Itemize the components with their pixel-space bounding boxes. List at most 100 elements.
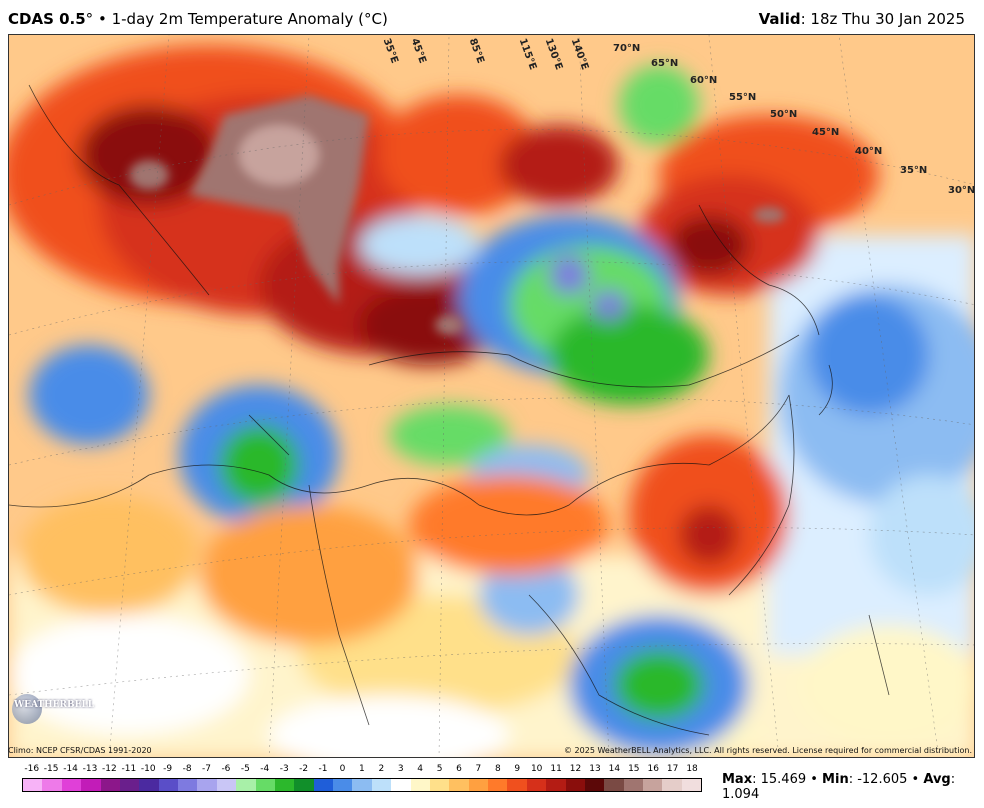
model-name: CDAS 0.5 (8, 10, 86, 28)
legend-swatch (139, 779, 159, 791)
legend-swatch (681, 779, 702, 791)
legend-tick-label: -1 (318, 764, 328, 774)
climo-note: Climo: NCEP CFSR/CDAS 1991-2020 (8, 746, 152, 755)
lat-label-70n: 70°N (613, 43, 641, 54)
legend-swatch (429, 779, 450, 791)
legend-swatch (333, 779, 353, 791)
legend-swatch (313, 779, 333, 791)
legend-swatch (565, 779, 585, 791)
legend-swatch (294, 779, 314, 791)
legend-swatch (488, 779, 508, 791)
legend-tick-label: 16 (647, 764, 659, 774)
legend-ticks: -16 -15 -14 -13 -12 -11 -10 -9 -8 -7 -6 -5 -4 -3 -2 -1 0… (22, 764, 702, 778)
legend-swatch (391, 779, 411, 791)
avg-value: : 1.094 (722, 772, 956, 802)
title-bullet: • (97, 10, 107, 28)
legend-tick-label: 13 (589, 764, 601, 774)
legend-swatch (468, 779, 488, 791)
anomaly-field (9, 35, 974, 757)
lat-label-30n: 30°N (948, 185, 975, 196)
degree-symbol: ° (85, 10, 94, 28)
legend-tick-label: 10 (530, 764, 543, 774)
legend-swatch (61, 779, 82, 791)
lat-label-40n: 40°N (855, 146, 883, 157)
legend-tick-label: 5 (436, 764, 443, 774)
anomaly-map: 70°N 65°N 60°N 55°N 50°N 45°N 40°N 35°N … (8, 34, 975, 758)
legend-tick-label: -5 (240, 764, 250, 774)
legend-swatch (526, 779, 547, 791)
legend-swatch (546, 779, 566, 791)
legend-swatch (119, 779, 140, 791)
field-stats: Max: 15.469 • Min: -12.605 • Avg: 1.094 (722, 772, 984, 802)
stats-sep-1: • (806, 772, 823, 787)
legend-tick-label: 0 (339, 764, 346, 774)
legend-swatch (604, 779, 624, 791)
legend-swatch (507, 779, 527, 791)
legend-swatch (42, 779, 62, 791)
legend-tick-label: -16 (24, 764, 40, 774)
legend-swatch (197, 779, 217, 791)
valid-value: : 18z Thu 30 Jan 2025 (800, 10, 965, 28)
legend-tick-label: 8 (494, 764, 501, 774)
legend-tick-label: -3 (279, 764, 289, 774)
avg-label: Avg (923, 772, 951, 787)
legend-tick-label: -10 (140, 764, 156, 774)
legend-tick-label: 6 (456, 764, 462, 774)
weatherbell-logo-icon (12, 694, 42, 724)
max-value: : 15.469 (752, 772, 807, 787)
legend-swatch (236, 779, 256, 791)
legend-tick-label: 9 (514, 764, 521, 774)
legend-swatch (643, 779, 663, 791)
lat-label-60n: 60°N (690, 75, 718, 86)
legend-tick-label: 15 (628, 764, 640, 774)
legend-tick-label: 7 (475, 764, 482, 774)
min-value: : -12.605 (848, 772, 908, 787)
legend-tick-label: 18 (686, 764, 698, 774)
lat-label-35n: 35°N (900, 165, 928, 176)
legend-tick-label: 4 (417, 764, 424, 774)
legend-tick-label: -6 (221, 764, 231, 774)
legend-swatch (623, 779, 643, 791)
max-label: Max (722, 772, 753, 787)
legend-swatch (371, 779, 392, 791)
legend-tick-label: -14 (63, 764, 78, 774)
legend-tick-label: 17 (666, 764, 679, 774)
legend-swatch (158, 779, 178, 791)
copyright-note: © 2025 WeatherBELL Analytics, LLC. All r… (564, 746, 972, 755)
legend-swatch (81, 779, 101, 791)
legend-tick-label: -7 (202, 764, 211, 774)
lat-label-50n: 50°N (770, 109, 798, 120)
legend-swatch (352, 779, 372, 791)
legend-swatch (449, 779, 469, 791)
legend-swatch (274, 779, 295, 791)
valid-time: Valid: 18z Thu 30 Jan 2025 (759, 10, 965, 28)
product-name: 1-day 2m Temperature Anomaly (°C) (111, 10, 388, 28)
legend-tick-label: -15 (43, 764, 59, 774)
legend-swatch (178, 779, 198, 791)
legend-tick-label: 1 (359, 764, 365, 774)
legend-tick-label: 11 (550, 764, 562, 774)
legend-tick-label: -11 (121, 764, 137, 774)
legend-swatch (255, 779, 275, 791)
legend-swatch (100, 779, 120, 791)
lat-label-55n: 55°N (729, 92, 757, 103)
lat-label-45n: 45°N (812, 127, 840, 138)
legend-tick-label: -2 (299, 764, 309, 774)
legend-tick-label: 12 (569, 764, 582, 774)
legend-tick-label: -8 (182, 764, 192, 774)
stats-sep-2: • (907, 772, 924, 787)
legend-tick-label: 14 (608, 764, 621, 774)
map-title: CDAS 0.5° • 1-day 2m Temperature Anomaly… (8, 10, 388, 28)
lat-label-65n: 65°N (651, 58, 679, 69)
legend-tick-label: -13 (82, 764, 98, 774)
legend-tick-label: -9 (163, 764, 173, 774)
legend-swatch (216, 779, 237, 791)
min-label: Min (822, 772, 849, 787)
legend-swatch (23, 779, 43, 791)
legend-tick-label: -12 (102, 764, 117, 774)
legend-swatch (410, 779, 430, 791)
legend-swatch (584, 779, 605, 791)
legend-tick-label: -4 (260, 764, 270, 774)
legend-tick-label: 3 (397, 764, 404, 774)
